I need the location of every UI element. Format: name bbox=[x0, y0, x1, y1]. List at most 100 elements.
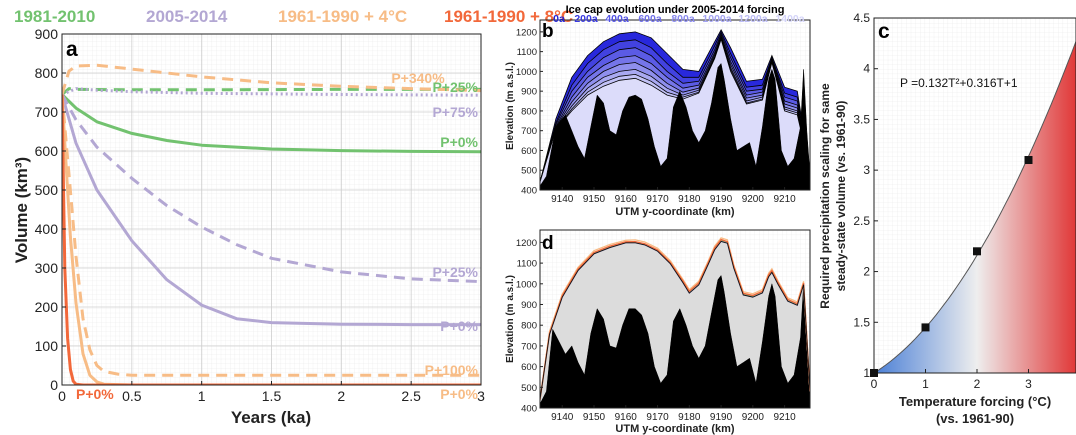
annotation-1981-p0: P+0% bbox=[440, 134, 478, 150]
panel-a-ylabel: Volume (km³) bbox=[12, 157, 31, 263]
panel-b-title: Ice cap evolution under 2005-2014 forcin… bbox=[566, 4, 785, 16]
panel-d-ytick-label: 1100 bbox=[517, 259, 537, 270]
panel-a-ytick-label: 400 bbox=[35, 221, 59, 237]
panel-c-ytick-label: 1 bbox=[863, 366, 870, 380]
panel-c-equation: P =0.132T²+0.316T+1 bbox=[900, 76, 1018, 90]
series-line bbox=[62, 94, 481, 385]
panel-c-ytick-label: 2 bbox=[863, 265, 870, 279]
panel-c-xlabel: Temperature forcing (°C) bbox=[899, 394, 1051, 409]
panel-b-xtick-label: 9180 bbox=[678, 194, 701, 205]
panel-b-ytick-label: 700 bbox=[521, 126, 537, 137]
panel-d-ytick-label: 1200 bbox=[516, 238, 537, 249]
panel-d-letter: d bbox=[542, 233, 554, 254]
panel-b-xtick-label: 9140 bbox=[551, 194, 574, 205]
bedrock-profile bbox=[540, 62, 810, 190]
data-point bbox=[870, 369, 878, 377]
series-line bbox=[62, 94, 481, 327]
data-point bbox=[921, 323, 930, 332]
panel-a-ticks: 0 0.5 1 1.5 2 2.5 3 0 100 200 300 400 500 600 700 800 90… bbox=[35, 26, 485, 404]
panel-c-xtick-label: 0 bbox=[871, 377, 878, 391]
panel-d-xtick-label: 9180 bbox=[678, 412, 701, 423]
panel-a-ytick-label: 800 bbox=[35, 65, 59, 81]
annotation-4c-p0: P+0% bbox=[440, 386, 478, 402]
panel-a-ytick-label: 200 bbox=[35, 299, 59, 315]
panel-d-ytick-label: 400 bbox=[521, 404, 537, 415]
panel-b-ytick-label: 400 bbox=[521, 186, 537, 197]
panel-d-xtick-label: 9190 bbox=[710, 412, 733, 423]
panel-c-points bbox=[870, 156, 1033, 377]
panel-b-frame bbox=[539, 19, 811, 191]
panel-d-ticks: 9140 9150 9160 9170 9180 9190 9200 9210 400 500 60… bbox=[516, 238, 796, 423]
panel-c-ylabel: Required precipitation scaling for same bbox=[818, 83, 832, 309]
annotation-2005-p75: P+75% bbox=[432, 104, 478, 120]
panel-a-ytick-label: 900 bbox=[35, 26, 59, 42]
panel-a-ytick-label: 0 bbox=[50, 377, 58, 393]
time-label: 400a bbox=[605, 13, 629, 25]
panel-b-xtick-label: 9150 bbox=[583, 194, 606, 205]
panel-c-xtick-label: 2 bbox=[974, 377, 981, 391]
panel-d-ytick-label: 1000 bbox=[516, 279, 537, 290]
panel-a-letter: a bbox=[66, 38, 78, 61]
data-point bbox=[973, 247, 981, 256]
panel-b-ytick-label: 800 bbox=[521, 106, 537, 117]
panel-d-ylabel: Elevation (m a.s.l.) bbox=[505, 275, 516, 363]
time-label: 800a bbox=[671, 13, 695, 25]
series-line bbox=[62, 93, 481, 154]
panel-d-xtick-label: 9210 bbox=[773, 412, 796, 423]
panel-a-ytick-label: 300 bbox=[35, 260, 59, 276]
panel-a-xtick-label: 2 bbox=[337, 388, 345, 404]
panel-a-xtick-label: 2.5 bbox=[401, 388, 421, 404]
fit-area bbox=[874, 41, 1076, 373]
annotation-2005-p0: P+0% bbox=[440, 318, 478, 334]
panel-d-xtick-label: 9200 bbox=[742, 412, 765, 423]
series-line bbox=[62, 63, 481, 95]
panel-b-xtick-label: 9170 bbox=[646, 194, 669, 205]
legend: 1981-2010 2005-2014 1961-1990 + 4°C 1961… bbox=[14, 7, 573, 26]
panel-b-ytick-label: 1100 bbox=[517, 47, 537, 58]
panel-c-letter: c bbox=[878, 20, 890, 43]
bedrock-profile bbox=[540, 274, 810, 408]
annotation-4c-p340: P+340% bbox=[391, 70, 445, 86]
legend-1981-2010: 1981-2010 bbox=[14, 7, 95, 26]
panel-d: 9140 9150 9160 9170 9180 9190 9200 9210 400 500 60… bbox=[505, 229, 811, 435]
panel-d-frame bbox=[539, 229, 811, 409]
annotation-2005-p25: P+25% bbox=[432, 264, 478, 280]
panel-b-xtick-label: 9160 bbox=[615, 194, 638, 205]
panel-d-ytick-label: 800 bbox=[521, 321, 537, 332]
panel-c-ytick-label: 3 bbox=[863, 163, 870, 177]
time-label: 1200a bbox=[738, 13, 767, 25]
panel-a-xtick-label: 0.5 bbox=[122, 388, 142, 404]
panel-c-ytick-label: 4.5 bbox=[853, 11, 870, 25]
panel-b-ytick-label: 1200 bbox=[516, 27, 537, 38]
panel-d-xlabel: UTM y-coordinate (km) bbox=[615, 423, 735, 435]
time-label: 600a bbox=[638, 13, 662, 25]
panel-c: 0123411.522.533.544.5 c P =0.132T²+0.316… bbox=[818, 11, 1076, 426]
panel-c-ytick-label: 3.5 bbox=[853, 112, 870, 126]
panel-c-xtick-label: 3 bbox=[1025, 377, 1032, 391]
panel-a-ytick-label: 100 bbox=[35, 338, 59, 354]
panel-b-xlabel: UTM y-coordinate (km) bbox=[615, 206, 735, 218]
panel-d-ytick-label: 900 bbox=[521, 300, 537, 311]
series-line bbox=[62, 87, 481, 96]
panel-b-xtick-label: 9190 bbox=[710, 194, 733, 205]
panel-a-annotations: P+340% P+25% P+75% P+0% P+25% P+0% P+100… bbox=[76, 70, 479, 402]
panel-d-ytick-label: 500 bbox=[521, 383, 537, 394]
panel-a-ytick-label: 600 bbox=[35, 143, 59, 159]
panel-b-ticks: 9140 9150 9160 9170 9180 9190 9200 9210 400 500 60… bbox=[516, 27, 796, 205]
series-line bbox=[62, 93, 481, 284]
panel-c-ytick-label: 1.5 bbox=[853, 315, 870, 329]
time-label: 1400a bbox=[775, 13, 804, 25]
panel-d-xtick-label: 9140 bbox=[551, 412, 574, 423]
panel-a-xlabel: Years (ka) bbox=[231, 408, 311, 427]
annotation-8c-p0: P+0% bbox=[76, 386, 114, 402]
panel-b-xtick-label: 9200 bbox=[742, 194, 765, 205]
panel-b-ytick-label: 900 bbox=[521, 87, 537, 98]
panel-c-xtick-label: 1 bbox=[922, 377, 929, 391]
panel-c-frame bbox=[873, 17, 1076, 374]
panel-a-ytick-label: 700 bbox=[35, 104, 59, 120]
panel-b-ytick-label: 600 bbox=[521, 146, 537, 157]
annotation-1981-p25: P+25% bbox=[432, 79, 478, 95]
panel-c-ylabel-2: steady-state volume (vs. 1961-90) bbox=[834, 101, 848, 292]
panel-d-ytick-label: 600 bbox=[521, 362, 537, 373]
